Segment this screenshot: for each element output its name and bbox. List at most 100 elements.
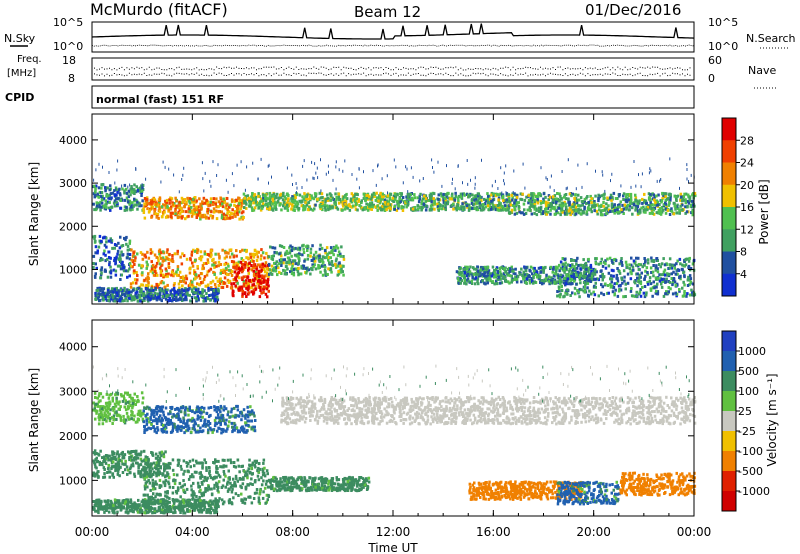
power-cell bbox=[214, 202, 217, 206]
power-cell bbox=[250, 268, 254, 272]
power-cell bbox=[178, 203, 181, 207]
power-cell bbox=[693, 192, 697, 195]
power-cell bbox=[636, 205, 640, 209]
power-cell bbox=[558, 198, 561, 202]
power-cell bbox=[637, 211, 640, 215]
power-cell bbox=[330, 194, 333, 198]
power-cell bbox=[105, 298, 109, 302]
power-cell bbox=[395, 165, 397, 169]
power-cell bbox=[94, 189, 97, 193]
power-cell bbox=[143, 204, 146, 208]
power-cell bbox=[128, 239, 132, 243]
power-cell bbox=[344, 202, 347, 206]
power-cell bbox=[112, 268, 116, 272]
power-cell bbox=[540, 212, 543, 216]
power-cell bbox=[115, 193, 118, 197]
power-cell bbox=[161, 256, 165, 260]
power-cell bbox=[259, 288, 262, 292]
power-cell bbox=[143, 278, 146, 282]
search-noise-line bbox=[91, 44, 695, 47]
power-cell bbox=[138, 186, 142, 190]
power-cell bbox=[589, 263, 593, 267]
power-cell bbox=[235, 280, 239, 283]
power-cell bbox=[236, 211, 239, 215]
power-cell bbox=[583, 285, 587, 289]
power-cell bbox=[163, 291, 167, 295]
power-cell bbox=[306, 249, 309, 252]
power-cell bbox=[640, 206, 643, 210]
power-cell bbox=[94, 193, 97, 197]
power-cell bbox=[579, 208, 582, 212]
power-cell bbox=[162, 289, 165, 293]
power-cell bbox=[209, 298, 212, 302]
power-cell bbox=[237, 210, 241, 214]
power-cell bbox=[558, 276, 561, 280]
power-cell bbox=[165, 273, 168, 276]
power-cell bbox=[515, 280, 519, 284]
power-cell bbox=[223, 262, 226, 266]
power-cell bbox=[465, 282, 468, 286]
power-cell bbox=[616, 210, 619, 214]
power-cell bbox=[113, 189, 116, 193]
power-cell bbox=[123, 189, 126, 193]
power-cell bbox=[503, 267, 506, 271]
power-cell bbox=[124, 296, 128, 300]
power-cell bbox=[205, 198, 208, 202]
power-cell bbox=[472, 272, 476, 276]
power-cell bbox=[151, 205, 154, 209]
power-cell bbox=[166, 294, 170, 297]
power-cell bbox=[284, 251, 287, 255]
power-cell bbox=[188, 293, 191, 297]
power-cell bbox=[203, 213, 206, 217]
power-cell bbox=[655, 194, 658, 198]
power-cell bbox=[471, 273, 474, 277]
power-cell bbox=[300, 264, 303, 268]
colorbar-segment bbox=[722, 118, 736, 141]
power-cell bbox=[141, 199, 144, 203]
power-cell bbox=[411, 198, 415, 202]
power-cell bbox=[327, 258, 330, 262]
power-cell bbox=[647, 204, 650, 207]
power-cell bbox=[652, 259, 656, 263]
power-cell bbox=[133, 278, 137, 282]
power-cell bbox=[340, 208, 344, 212]
power-cell bbox=[606, 284, 610, 287]
power-cell bbox=[203, 189, 205, 193]
power-cell bbox=[198, 197, 201, 201]
power-cell bbox=[133, 269, 136, 273]
power-cell bbox=[339, 254, 342, 258]
power-cell bbox=[238, 268, 241, 272]
power-cell bbox=[303, 192, 306, 196]
power-cell bbox=[162, 281, 165, 285]
power-cell bbox=[244, 292, 247, 296]
power-cell bbox=[688, 180, 689, 184]
power-cell bbox=[615, 276, 618, 280]
power-cell bbox=[545, 211, 548, 215]
power-cell bbox=[590, 274, 594, 278]
power-cell bbox=[288, 261, 291, 265]
power-cell bbox=[147, 297, 150, 301]
power-cell bbox=[309, 251, 313, 255]
power-cell bbox=[323, 256, 327, 260]
velocity-cell bbox=[117, 402, 120, 406]
power-cell bbox=[196, 292, 200, 296]
power-cell bbox=[236, 206, 239, 210]
power-cell bbox=[247, 291, 251, 295]
power-cell bbox=[169, 214, 173, 218]
power-cell bbox=[413, 196, 417, 200]
power-cell bbox=[195, 297, 198, 301]
power-cell bbox=[137, 286, 141, 290]
power-cell bbox=[674, 272, 678, 276]
power-cell bbox=[126, 269, 130, 273]
power-cell bbox=[365, 194, 368, 197]
power-cell bbox=[206, 261, 210, 264]
power-cell bbox=[581, 200, 585, 203]
power-cell bbox=[114, 290, 117, 294]
power-cell bbox=[97, 245, 101, 249]
power-cell bbox=[668, 280, 672, 284]
power-cell bbox=[556, 294, 559, 298]
power-cell bbox=[291, 197, 295, 200]
power-cell bbox=[171, 296, 175, 300]
power-cell bbox=[271, 246, 274, 250]
power-cell bbox=[238, 202, 241, 206]
